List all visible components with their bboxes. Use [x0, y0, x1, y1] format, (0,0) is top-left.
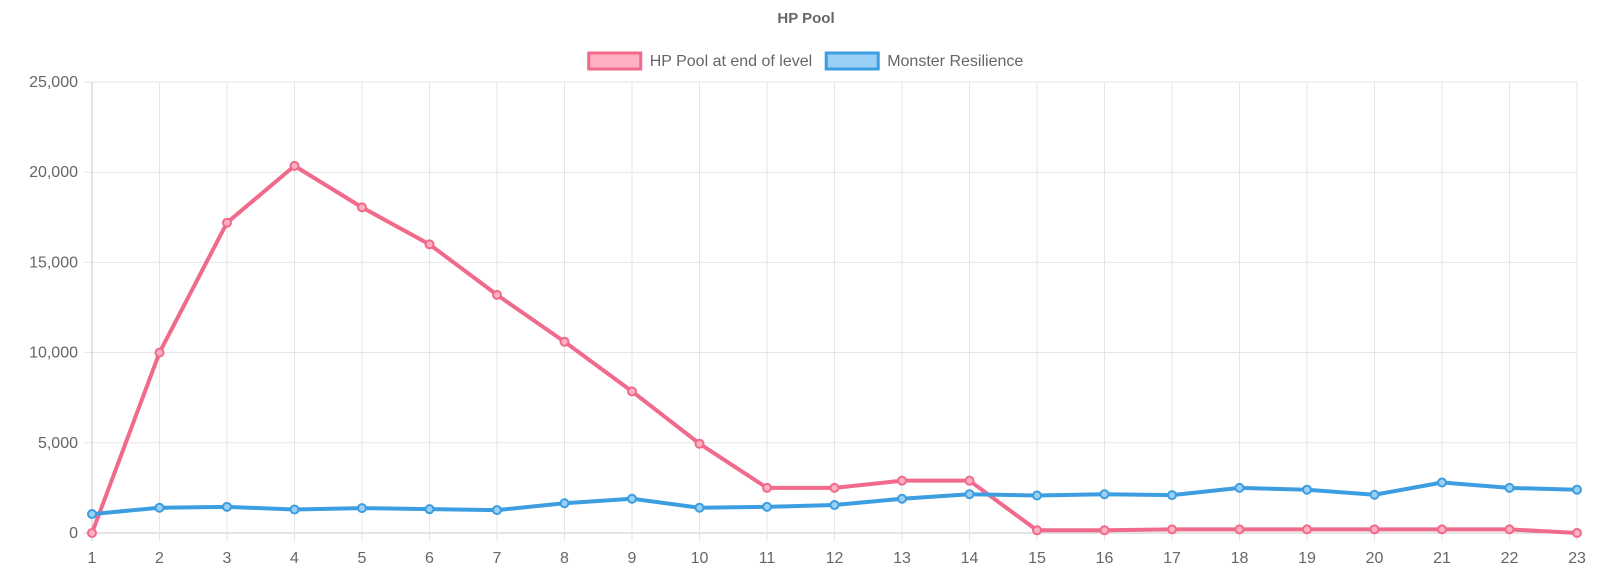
series-group [87, 477, 1582, 520]
legend-swatch [587, 51, 643, 71]
x-tick-label: 6 [425, 550, 434, 567]
data-point[interactable] [1234, 524, 1245, 535]
series-layer [87, 160, 1582, 538]
x-tick-label: 17 [1163, 550, 1181, 567]
y-tick-label: 5,000 [38, 435, 78, 452]
data-point[interactable] [1369, 489, 1380, 500]
y-axis: 0 5,000 10,000 15,000 20,000 25,000 [29, 74, 78, 542]
data-point[interactable] [829, 482, 840, 493]
data-point[interactable] [1099, 489, 1110, 500]
x-tick-label: 4 [290, 550, 299, 567]
data-point[interactable] [492, 505, 502, 516]
data-point[interactable] [357, 202, 367, 213]
data-point[interactable] [829, 500, 840, 511]
data-point[interactable] [559, 498, 570, 509]
data-point[interactable] [1032, 525, 1042, 536]
data-point[interactable] [154, 347, 165, 358]
x-tick-label: 15 [1028, 550, 1046, 567]
data-point[interactable] [1302, 524, 1312, 535]
x-tick-label: 16 [1096, 550, 1114, 567]
data-point[interactable] [222, 217, 232, 228]
x-tick-label: 9 [628, 550, 637, 567]
x-tick-label: 11 [759, 550, 776, 567]
x-tick-label: 23 [1568, 550, 1586, 567]
y-tick-label: 25,000 [29, 74, 78, 91]
data-point[interactable] [694, 502, 705, 513]
data-point[interactable] [627, 386, 637, 397]
data-point[interactable] [492, 289, 502, 300]
data-point[interactable] [964, 475, 975, 486]
data-point[interactable] [1167, 524, 1177, 535]
data-point[interactable] [762, 482, 772, 493]
data-point[interactable] [87, 528, 97, 538]
data-point[interactable] [289, 504, 300, 515]
data-point[interactable] [222, 501, 232, 512]
legend-label: Monster Resilience [887, 53, 1023, 70]
data-point[interactable] [627, 493, 637, 504]
grid [84, 81, 1578, 541]
x-tick-label: 5 [358, 550, 367, 567]
series-group [87, 160, 1582, 538]
data-point[interactable] [1504, 524, 1515, 535]
data-point[interactable] [1437, 477, 1447, 488]
y-tick-label: 0 [69, 525, 78, 542]
data-point[interactable] [1167, 490, 1177, 501]
legend: HP Pool at end of level Monster Resilienc… [587, 51, 1023, 71]
data-point[interactable] [424, 504, 435, 515]
legend-item[interactable]: HP Pool at end of level [587, 51, 812, 71]
x-tick-label: 19 [1298, 550, 1316, 567]
x-tick-label: 20 [1366, 550, 1384, 567]
data-point[interactable] [762, 501, 772, 512]
x-tick-label: 10 [691, 550, 709, 567]
legend-swatch [824, 51, 880, 71]
data-point[interactable] [1099, 525, 1110, 536]
x-tick-label: 13 [893, 550, 911, 567]
legend-label: HP Pool at end of level [650, 53, 812, 70]
legend-item[interactable]: Monster Resilience [824, 51, 1023, 71]
data-point[interactable] [964, 489, 975, 500]
data-point[interactable] [1369, 524, 1380, 535]
data-point[interactable] [1572, 528, 1582, 538]
data-point[interactable] [897, 475, 907, 486]
x-tick-label: 1 [88, 550, 97, 567]
data-point[interactable] [1234, 482, 1245, 493]
y-tick-label: 10,000 [29, 345, 78, 362]
data-point[interactable] [357, 503, 367, 514]
x-tick-label: 2 [155, 550, 164, 567]
x-tick-label: 12 [826, 550, 844, 567]
data-point[interactable] [897, 493, 907, 504]
data-point[interactable] [424, 239, 435, 250]
x-tick-label: 18 [1231, 550, 1249, 567]
x-tick-label: 22 [1501, 550, 1519, 567]
y-tick-label: 20,000 [29, 164, 78, 181]
data-point[interactable] [154, 502, 165, 513]
x-tick-label: 7 [493, 550, 502, 567]
x-tick-label: 14 [961, 550, 979, 567]
data-point[interactable] [559, 336, 570, 347]
x-tick-label: 3 [223, 550, 232, 567]
y-tick-label: 15,000 [29, 254, 78, 271]
x-axis: 1 2 3 4 5 6 7 8 9 10 11 12 13 14 15 16 17 18 19 20 21 22 23 [88, 550, 1586, 567]
data-point[interactable] [1504, 482, 1515, 493]
data-point[interactable] [1032, 490, 1042, 501]
data-point[interactable] [289, 160, 300, 171]
data-point[interactable] [1572, 484, 1582, 495]
data-point[interactable] [694, 438, 705, 449]
data-point[interactable] [1302, 484, 1312, 495]
x-tick-label: 21 [1433, 550, 1451, 567]
x-tick-label: 8 [560, 550, 569, 567]
chart-title: HP Pool [777, 10, 834, 27]
data-point[interactable] [87, 509, 97, 520]
data-point[interactable] [1437, 524, 1447, 535]
